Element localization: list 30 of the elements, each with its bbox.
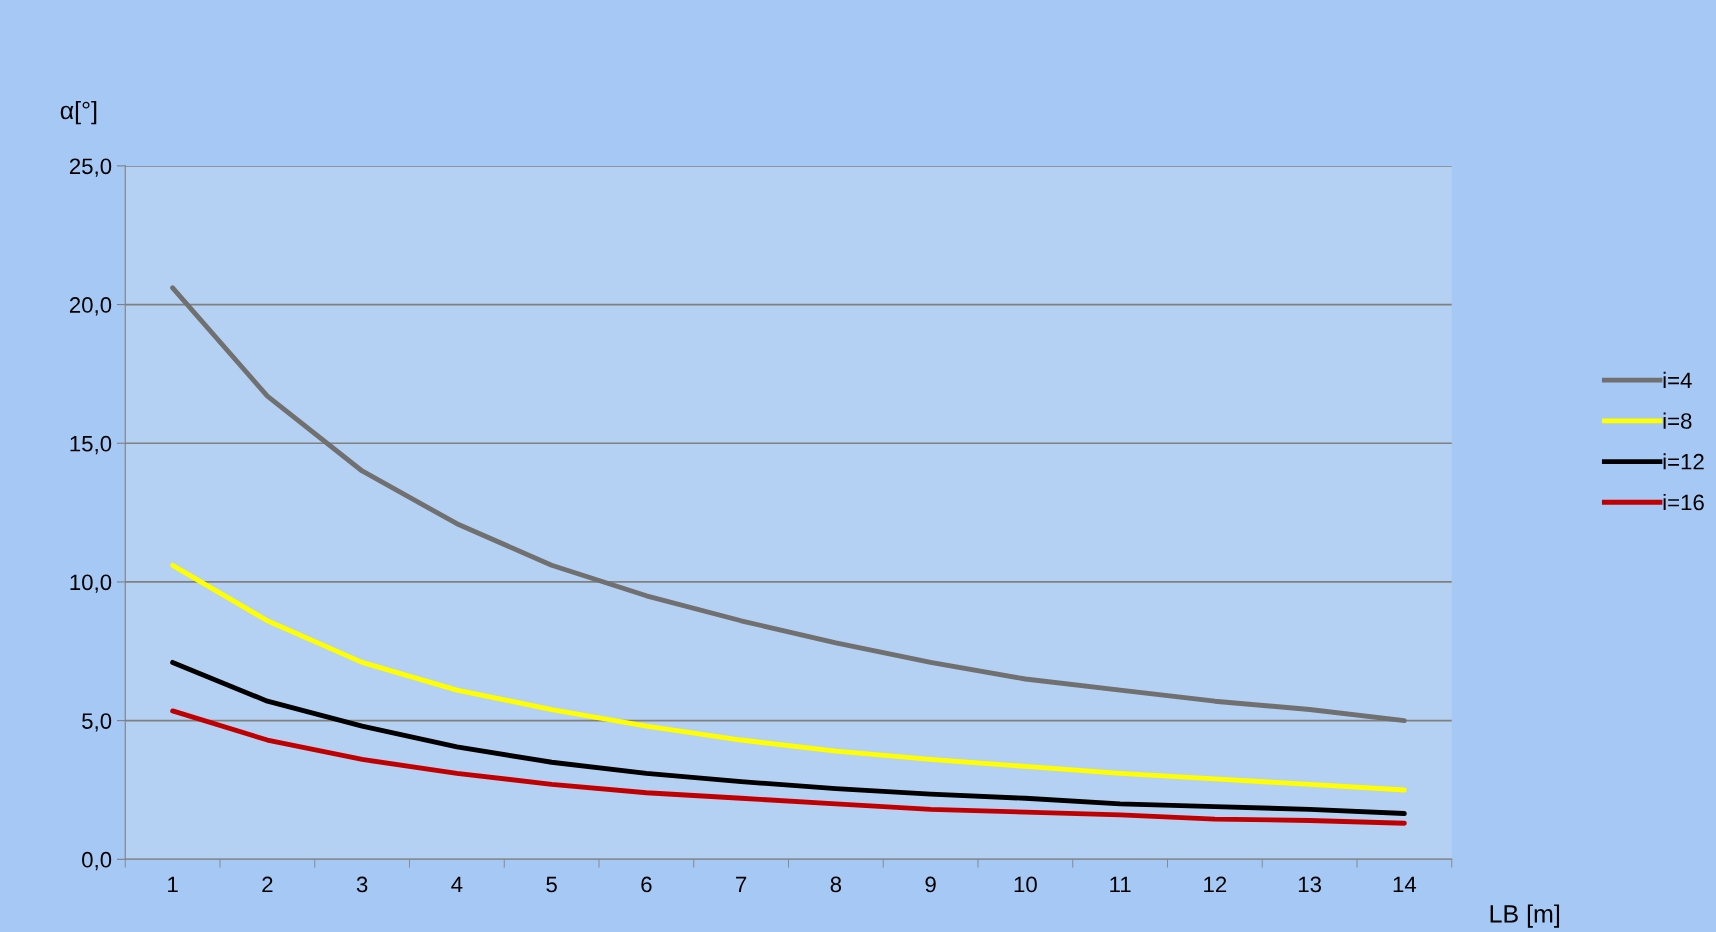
line-series — [170, 562, 1407, 793]
legend-label: i=16 — [1663, 493, 1704, 511]
x-tick-label: 7 — [736, 876, 747, 893]
x-tick-label: 11 — [1110, 876, 1131, 893]
x-tick-label: 14 — [1393, 876, 1417, 893]
x-tick-label: 3 — [356, 876, 368, 893]
y-tick-label: 0,0 — [82, 851, 112, 871]
line-series — [170, 708, 1407, 826]
legend-label: i=8 — [1663, 412, 1692, 429]
x-axis-title: LB [m] — [1490, 904, 1560, 928]
legend-label: i=12 — [1663, 453, 1704, 470]
line-series — [170, 659, 1407, 816]
x-tick-label: 9 — [925, 876, 936, 893]
y-tick-label: 20,0 — [69, 297, 112, 316]
x-tick-label: 10 — [1014, 876, 1037, 893]
x-tick-label: 4 — [451, 876, 463, 893]
x-tick-label: 1 — [168, 876, 178, 893]
y-tick-label: 10,0 — [70, 574, 112, 593]
x-tick-label: 13 — [1298, 876, 1321, 893]
x-tick-label: 6 — [641, 876, 652, 893]
x-tick-label: 8 — [830, 876, 842, 893]
line-series — [170, 285, 1407, 724]
x-tick-label: 12 — [1204, 876, 1227, 893]
legend-label: i=4 — [1663, 371, 1692, 388]
x-tick-label: 2 — [262, 876, 273, 893]
y-tick-label: 25,0 — [69, 158, 112, 177]
y-axis-title: α[°] — [60, 100, 97, 125]
y-tick-label: 5,0 — [82, 713, 112, 732]
x-tick-label: 5 — [546, 876, 557, 893]
y-tick-label: 15,0 — [70, 435, 112, 455]
